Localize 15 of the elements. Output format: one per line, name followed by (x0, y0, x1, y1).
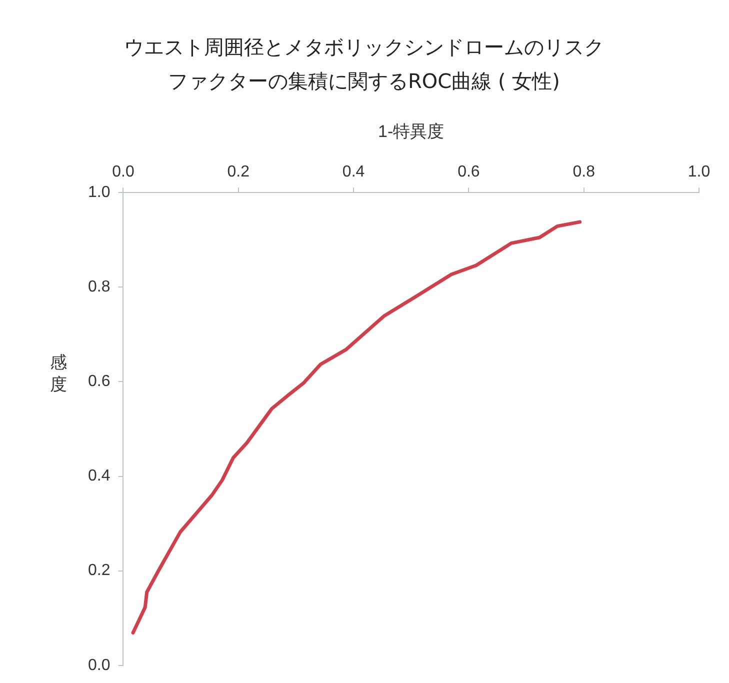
x-tick-label: 1.0 (688, 163, 710, 180)
y-axis-title: 感度 (50, 352, 68, 396)
x-tick-label: 0.6 (458, 163, 480, 180)
y-tick-label: 1.0 (88, 184, 110, 202)
y-tick-label: 0.4 (88, 468, 110, 485)
x-tick-label: 0.4 (342, 163, 365, 180)
chart-title: ウエスト周囲径とメタボリックシンドロームのリスクファクターの集積に関するROC曲線 ( 女性) (123, 34, 605, 95)
x-tick-label: 0.0 (112, 163, 134, 180)
y-tick-label: 0.6 (88, 373, 110, 390)
x-axis-title: 1-特異度 (378, 122, 444, 141)
y-tick-label: 0.0 (88, 656, 110, 674)
y-tick-label: 0.8 (88, 278, 110, 296)
x-tick-label: 0.8 (572, 163, 596, 180)
y-tick-label: 0.2 (88, 562, 110, 580)
x-tick-label: 0.2 (227, 163, 250, 180)
